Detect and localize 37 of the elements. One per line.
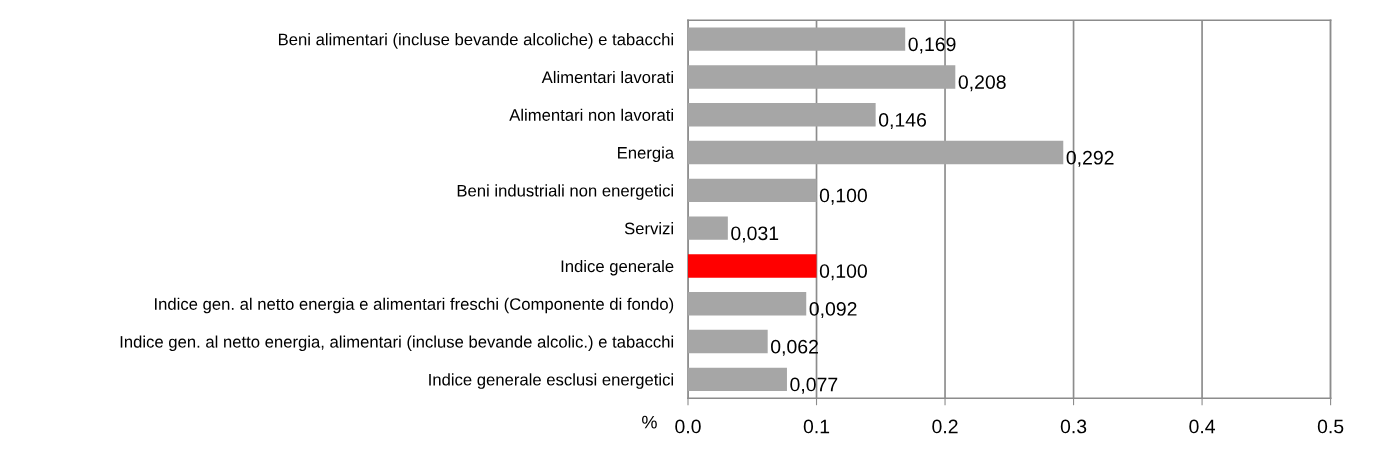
x-tick-label: 0.1 — [803, 419, 830, 434]
x-tick-label: 0.2 — [932, 419, 958, 434]
bar — [688, 65, 956, 89]
y-tick-label: Beni alimentari (incluse bevande alcoliche) e tabacchi — [278, 33, 674, 49]
y-tick-label: Alimentari lavorati — [541, 70, 673, 84]
x-tick-label: 0.5 — [1317, 419, 1344, 434]
y-tick-label: Alimentari non lavorati — [509, 108, 673, 121]
y-tick-label: Indice generale esclusi energetici — [429, 373, 674, 389]
data-label: 0,208 — [958, 75, 1006, 92]
y-tick-label: Indice gen. al netto energia e alimentari freschi (Componente di fondo) — [155, 297, 674, 314]
y-tick-label: Beni industriali non energetici — [457, 184, 673, 200]
bar — [688, 254, 817, 278]
data-label: 0,062 — [771, 339, 818, 356]
bar — [688, 329, 768, 354]
x-tick-label: 0.3 — [1060, 419, 1087, 434]
bar — [688, 216, 728, 240]
x-tick-label: 0.0 — [675, 419, 701, 434]
bar — [688, 292, 807, 316]
y-tick-label: Energia — [618, 146, 675, 163]
bar — [688, 103, 876, 127]
data-label: 0,077 — [790, 377, 838, 394]
x-axis-title: % — [642, 415, 657, 429]
data-label: 0,292 — [1066, 150, 1114, 167]
data-label: 0,146 — [878, 113, 927, 130]
bar — [688, 27, 906, 51]
data-label: 0,031 — [731, 226, 779, 243]
data-label: 0,092 — [809, 302, 857, 319]
y-tick-label: Indice gen. al netto energia, alimentari (incluse bevande alcolic.) e tabacchi — [120, 335, 674, 352]
data-label: 0,100 — [819, 264, 867, 281]
bar — [688, 367, 787, 392]
y-tick-label: Indice generale — [561, 259, 674, 276]
data-label: 0,100 — [819, 188, 867, 205]
bar — [688, 178, 817, 203]
x-tick-label: 0.4 — [1189, 419, 1216, 434]
y-tick-label: Servizi — [624, 222, 673, 235]
bar — [688, 140, 1064, 165]
data-label: 0,169 — [908, 37, 956, 54]
